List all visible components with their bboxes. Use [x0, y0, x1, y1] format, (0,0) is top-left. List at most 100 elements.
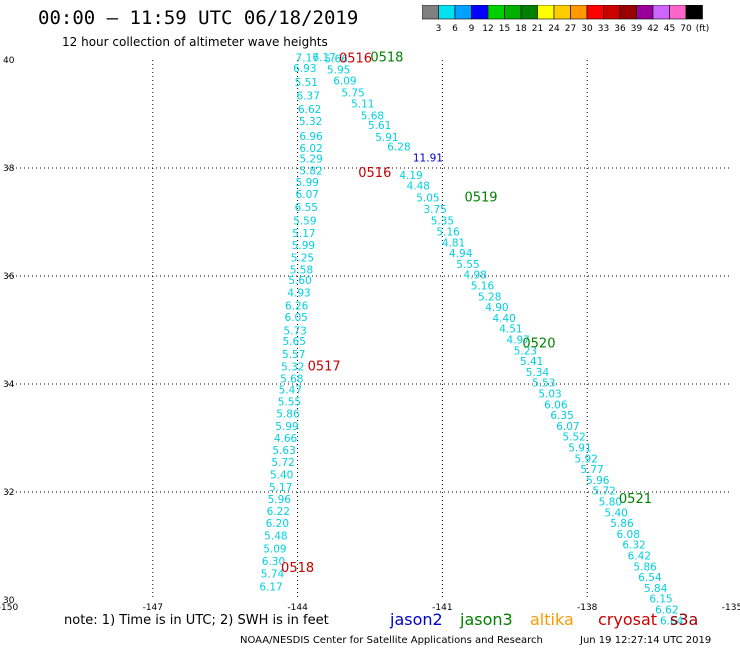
swh-value: 4.48	[407, 181, 430, 193]
swh-value: 5.17	[292, 228, 315, 240]
swh-value: 4.93	[287, 288, 310, 300]
swh-value: 4.66	[274, 433, 298, 445]
swh-value: 6.37	[297, 90, 320, 102]
colorbar-label: 45	[664, 24, 675, 34]
swh-value: 5.05	[416, 192, 439, 204]
swh-value: 6.30	[262, 556, 285, 568]
swh-value: 5.29	[299, 154, 322, 166]
time-label: 0520	[522, 336, 555, 351]
x-tick-label: -147	[143, 603, 163, 613]
time-label: 0517	[308, 360, 341, 375]
swh-value: 5.80	[599, 497, 622, 509]
swh-value: 5.58	[290, 264, 313, 276]
y-tick-label: 34	[3, 380, 15, 390]
swh-value: 5.28	[478, 291, 501, 303]
colorbar-label: (ft)	[696, 24, 710, 34]
swh-value: 5.99	[292, 240, 315, 252]
swh-value: 5.57	[282, 349, 305, 361]
swh-value: 5.16	[436, 227, 460, 239]
swh-value: 5.40	[604, 507, 627, 519]
swh-value: 5.34	[526, 367, 550, 379]
swh-value: 5.95	[327, 65, 350, 77]
swh-value: 5.25	[291, 252, 314, 264]
swh-value: 5.47	[279, 385, 302, 397]
swh-value: 5.63	[272, 445, 295, 457]
swh-value: 6.28	[387, 142, 410, 154]
swh-value: 4.94	[449, 248, 473, 260]
swh-value: 5.55	[278, 397, 301, 409]
colorbar-label: 9	[469, 24, 475, 34]
swh-value: 5.77	[580, 464, 603, 476]
swh-value: 5.68	[361, 110, 384, 122]
swh-value: 5.16	[471, 281, 495, 293]
time-label: 0518	[281, 561, 314, 576]
x-tick-label: -141	[432, 603, 452, 613]
y-tick-label: 32	[3, 488, 14, 498]
swh-value: 5.32	[299, 116, 322, 128]
swh-value: 5.52	[562, 432, 585, 444]
swh-value: 5.09	[263, 543, 286, 555]
swh-value: 5.32	[281, 362, 304, 374]
colorbar-label: 15	[499, 24, 510, 34]
swh-value: 6.96	[299, 131, 323, 143]
swh-value: 6.07	[296, 189, 319, 201]
swh-value: 5.51	[295, 77, 318, 89]
time-label: 0518	[370, 51, 403, 66]
swh-value: 5.03	[538, 389, 561, 401]
colorbar-label: 39	[631, 24, 643, 34]
swh-value: 6.64	[660, 615, 684, 627]
swh-value: 5.17	[269, 482, 292, 494]
colorbar-label: 24	[548, 24, 560, 34]
swh-value: 5.99	[296, 177, 319, 189]
swh-value: 6.62	[655, 605, 678, 617]
swh-value: 5.53	[532, 378, 555, 390]
swh-value: 5.72	[271, 457, 294, 469]
time-label: 0516	[339, 52, 372, 67]
swh-value: 6.15	[649, 594, 672, 606]
swh-value: 5.86	[633, 561, 657, 573]
swh-value: 6.05	[284, 312, 307, 324]
swh-value: 6.09	[333, 75, 356, 87]
chart-subtitle: 12 hour collection of altimeter wave hei…	[62, 35, 328, 49]
swh-value: 5.40	[270, 470, 293, 482]
color-scale-legend: 3 6 9 12 15 18 21 24 27 30 33 36 39 42 45 70 (ft)	[422, 5, 710, 34]
x-tick-label: -144	[287, 603, 308, 613]
swh-value: 6.20	[266, 518, 289, 530]
x-tick-label: -150	[0, 603, 18, 613]
chart-title: 00:00 – 11:59 UTC 06/18/2019	[38, 7, 359, 29]
swh-value: 4.19	[399, 170, 422, 182]
swh-value: 5.65	[283, 336, 306, 348]
swh-value: 5.59	[293, 216, 316, 228]
colorbar-label: 18	[515, 24, 527, 34]
swh-value: 6.54	[638, 572, 662, 584]
swh-value: 5.74	[261, 568, 285, 580]
swh-value: 6.26	[285, 300, 309, 312]
colorbar-label: 21	[532, 24, 543, 34]
swh-value: 3.75	[423, 204, 446, 216]
swh-value: 6.62	[298, 104, 321, 116]
swh-value: 5.96	[268, 494, 292, 506]
swh-value: 5.75	[341, 88, 364, 100]
swh-value: 6.42	[628, 551, 651, 563]
colorbar-label: 30	[581, 24, 593, 34]
colorbar-label: 42	[647, 24, 658, 34]
swh-value: 5.96	[586, 475, 610, 487]
swh-value: 4.90	[485, 302, 508, 314]
swh-value: 5.72	[592, 486, 615, 498]
swh-value: 5.86	[276, 408, 300, 420]
swh-value: 7.17	[296, 53, 319, 65]
swh-value: 5.68	[280, 373, 303, 385]
colorbar-swatch	[685, 5, 703, 20]
y-tick-label: 38	[3, 164, 15, 174]
swh-value: 4.97	[506, 335, 529, 347]
swh-value: 5.41	[520, 356, 543, 368]
swh-value: 6.17	[259, 581, 282, 593]
swh-value: 6.35	[550, 410, 573, 422]
colorbar-label: 36	[614, 24, 626, 34]
colorbar-label: 27	[565, 24, 576, 34]
swh-value: 5.48	[264, 531, 287, 543]
swh-value: 5.92	[575, 453, 598, 465]
time-label: 0519	[464, 190, 497, 205]
swh-value: 4.81	[442, 237, 465, 249]
